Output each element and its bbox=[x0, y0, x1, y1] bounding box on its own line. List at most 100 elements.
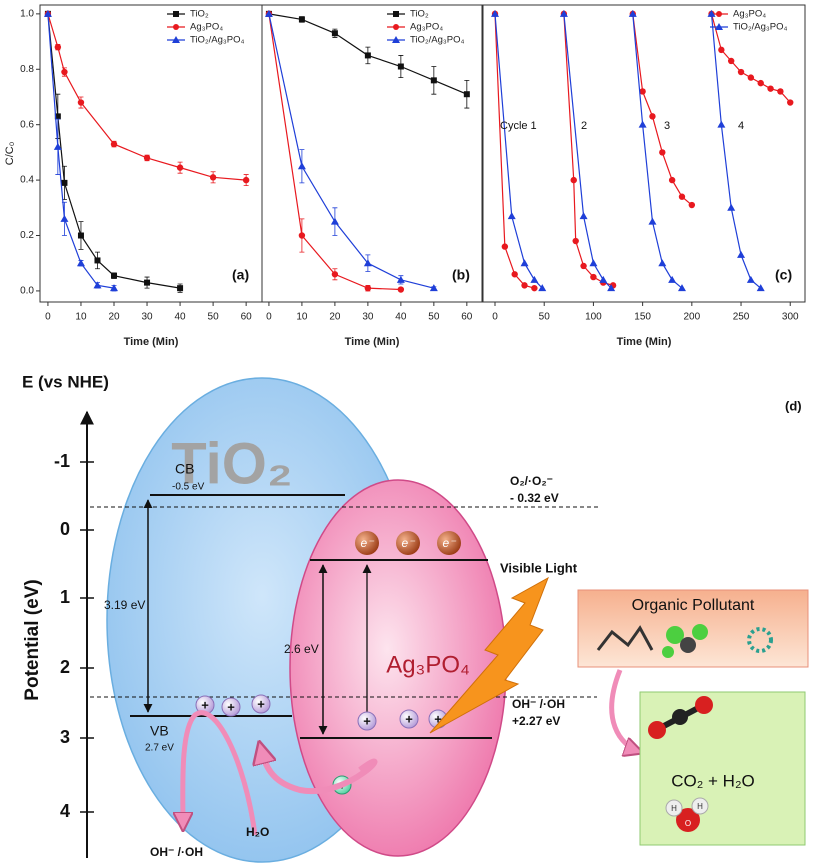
marker bbox=[511, 271, 518, 278]
x-tick-label: 40 bbox=[395, 312, 407, 323]
hole bbox=[251, 694, 271, 714]
legend-marker bbox=[172, 36, 180, 43]
legend-label: TiO₂/Ag₃PO₄ bbox=[733, 22, 787, 33]
marker bbox=[707, 9, 716, 17]
marker bbox=[507, 212, 516, 220]
x-tick-label: 30 bbox=[141, 312, 153, 323]
marker bbox=[297, 162, 306, 170]
marker bbox=[110, 140, 118, 148]
degradation-arrow bbox=[609, 669, 640, 752]
gap-value: 3.19 eV bbox=[104, 598, 145, 612]
plot-frame bbox=[39, 4, 263, 303]
panel-label: (d) bbox=[785, 398, 802, 413]
radical-label: OH⁻ /·OH bbox=[150, 845, 203, 859]
electron bbox=[355, 531, 379, 555]
cb-label: CB bbox=[175, 461, 194, 477]
legend-label: TiO₂/Ag₃PO₄ bbox=[190, 35, 244, 46]
marker bbox=[94, 257, 101, 264]
marker bbox=[520, 259, 529, 267]
marker bbox=[717, 120, 726, 128]
molecule bbox=[747, 627, 773, 653]
couple-potential: +2.27 eV bbox=[512, 714, 560, 728]
series-line bbox=[494, 13, 762, 289]
marker bbox=[727, 57, 735, 65]
y-tick-label: 0.8 bbox=[20, 64, 34, 75]
marker bbox=[737, 68, 745, 76]
water-molecule bbox=[665, 799, 683, 817]
marker bbox=[331, 271, 339, 278]
potential-ticks: -1 0 1 2 3 4 bbox=[54, 451, 94, 821]
marker bbox=[607, 284, 616, 292]
plot-frame bbox=[261, 4, 483, 303]
couple-label: O₂/·O₂⁻ bbox=[510, 474, 553, 488]
marker bbox=[746, 275, 755, 283]
marker bbox=[54, 113, 61, 120]
co2-molecule bbox=[695, 696, 713, 714]
marker bbox=[397, 63, 404, 70]
marker bbox=[143, 154, 151, 162]
marker bbox=[264, 9, 273, 17]
marker bbox=[659, 149, 666, 156]
marker bbox=[61, 68, 68, 76]
marker bbox=[77, 99, 85, 106]
marker bbox=[430, 77, 437, 84]
legend-marker bbox=[173, 11, 179, 17]
marker bbox=[330, 217, 339, 225]
electron bbox=[437, 531, 461, 555]
y-tick-label: 1.0 bbox=[20, 9, 34, 20]
band-diagram: TiO₂ Ag₃PO₄ -1 0 1 2 3 4 E (vs NHE) (d) Poten… bbox=[22, 372, 809, 863]
marker bbox=[76, 259, 85, 267]
x-tick-label: 100 bbox=[585, 312, 602, 323]
co2-molecule bbox=[672, 709, 688, 725]
electron-symbol: e⁻ bbox=[442, 536, 457, 550]
marker bbox=[570, 176, 577, 184]
light-label: Visible Light bbox=[500, 560, 578, 575]
marker bbox=[54, 43, 62, 51]
y-tick-label: 0.6 bbox=[20, 119, 34, 130]
potential-tick-label: -1 bbox=[54, 451, 70, 471]
series-line bbox=[494, 13, 791, 289]
x-tick-label: 50 bbox=[208, 312, 220, 323]
light-bolt bbox=[429, 576, 549, 734]
marker bbox=[559, 9, 568, 17]
potential-tick-label: 3 bbox=[60, 727, 70, 747]
product-box bbox=[639, 691, 806, 846]
x-tick-label: 0 bbox=[266, 312, 272, 323]
x-tick-label: 50 bbox=[539, 312, 551, 323]
hole-symbol: + bbox=[434, 711, 442, 726]
legend-marker bbox=[173, 24, 179, 30]
x-tick-label: 40 bbox=[175, 312, 187, 323]
marker bbox=[364, 52, 371, 59]
marker bbox=[363, 259, 372, 267]
molecule bbox=[662, 646, 674, 658]
marker bbox=[298, 232, 306, 239]
vb-label: VB bbox=[150, 723, 169, 739]
legend-marker bbox=[393, 24, 399, 30]
molecule bbox=[692, 624, 708, 640]
x-tick-label: 20 bbox=[329, 312, 341, 323]
marker bbox=[396, 275, 405, 283]
marker bbox=[737, 250, 746, 258]
marker bbox=[580, 262, 587, 270]
marker bbox=[242, 176, 250, 184]
legend-label: TiO₂/Ag₃PO₄ bbox=[410, 35, 464, 46]
cycle-label: Cycle 1 bbox=[500, 120, 537, 132]
y-tick-label: 0.4 bbox=[20, 175, 34, 186]
marker bbox=[787, 99, 794, 106]
marker bbox=[747, 74, 755, 81]
x-axis-label: Time (Min) bbox=[617, 336, 672, 348]
water-molecule bbox=[691, 797, 709, 815]
marker bbox=[628, 9, 637, 17]
y-axis-label: C/C₀ bbox=[4, 142, 16, 166]
oxidation-arrow bbox=[183, 710, 258, 836]
marker bbox=[397, 286, 405, 293]
water-label: H₂O bbox=[246, 825, 269, 839]
marker bbox=[429, 284, 438, 292]
marker bbox=[53, 142, 62, 150]
x-tick-label: 150 bbox=[634, 312, 651, 323]
legend-label: TiO₂ bbox=[190, 9, 209, 20]
x-tick-label: 10 bbox=[75, 312, 87, 323]
series-line bbox=[268, 13, 434, 289]
legend-label: Ag₃PO₄ bbox=[410, 22, 443, 33]
